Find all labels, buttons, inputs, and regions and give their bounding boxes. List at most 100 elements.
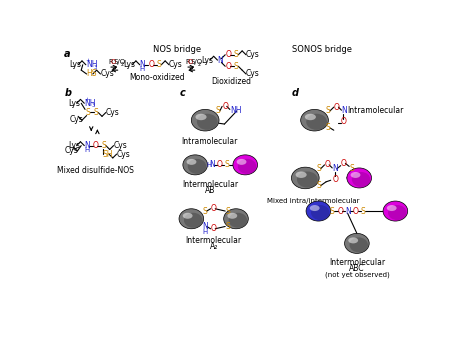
Ellipse shape — [182, 213, 192, 219]
Text: 2: 2 — [198, 62, 201, 67]
Ellipse shape — [306, 114, 327, 130]
Text: S/O: S/O — [114, 59, 126, 66]
Text: S: S — [225, 222, 230, 231]
Text: Cys: Cys — [117, 150, 130, 158]
Text: S: S — [234, 62, 238, 71]
Text: Intermolecular: Intermolecular — [329, 258, 385, 267]
Ellipse shape — [292, 167, 319, 189]
Text: (not yet observed): (not yet observed) — [325, 272, 389, 278]
Text: S: S — [234, 50, 238, 59]
Text: ABC: ABC — [349, 264, 365, 273]
Text: H: H — [84, 147, 90, 153]
Text: S: S — [316, 164, 321, 173]
Text: Lys: Lys — [70, 60, 82, 69]
Text: Mixed intra/intermolecular: Mixed intra/intermolecular — [267, 198, 359, 204]
Text: Lys: Lys — [201, 56, 213, 65]
Text: +: + — [84, 97, 89, 102]
Text: S: S — [157, 60, 162, 69]
Text: Mono-oxidized: Mono-oxidized — [129, 73, 184, 82]
Text: O: O — [225, 50, 231, 59]
Text: O: O — [93, 141, 99, 150]
Text: S: S — [325, 123, 330, 132]
Text: O: O — [210, 224, 217, 233]
Ellipse shape — [347, 168, 372, 188]
Text: HS: HS — [87, 69, 97, 78]
Text: A₂: A₂ — [210, 242, 218, 251]
Text: a: a — [64, 49, 71, 59]
Ellipse shape — [311, 205, 329, 220]
Ellipse shape — [187, 159, 196, 165]
Text: O: O — [337, 207, 344, 216]
Text: O: O — [222, 102, 228, 111]
Text: S: S — [225, 207, 230, 216]
Ellipse shape — [345, 233, 369, 253]
Text: Cys: Cys — [106, 108, 119, 117]
Ellipse shape — [351, 172, 360, 178]
Text: Cys: Cys — [100, 69, 114, 78]
Text: Cys: Cys — [65, 146, 79, 155]
Text: S: S — [316, 181, 321, 190]
Text: AB: AB — [205, 186, 216, 195]
Text: Cys: Cys — [169, 60, 183, 69]
Text: N: N — [140, 60, 146, 69]
Text: S: S — [101, 141, 106, 150]
Ellipse shape — [238, 159, 256, 174]
Ellipse shape — [191, 109, 219, 131]
Text: Cys: Cys — [246, 69, 260, 78]
Text: O: O — [332, 175, 338, 184]
Ellipse shape — [224, 209, 248, 229]
Text: N: N — [332, 164, 338, 173]
Ellipse shape — [388, 205, 407, 220]
Text: AB: AB — [308, 203, 318, 212]
Text: S: S — [329, 207, 334, 216]
Text: Intermolecular: Intermolecular — [182, 180, 238, 189]
Text: N: N — [218, 56, 223, 65]
Text: Lys: Lys — [68, 141, 80, 150]
Text: S: S — [202, 207, 207, 216]
Text: d: d — [292, 88, 299, 98]
Text: +: + — [86, 58, 91, 63]
Text: Cys: Cys — [114, 141, 128, 150]
Text: O: O — [188, 59, 193, 66]
Text: N: N — [209, 160, 215, 169]
Text: c: c — [180, 88, 185, 98]
Text: N: N — [202, 222, 208, 231]
Text: H: H — [202, 229, 207, 235]
Ellipse shape — [297, 171, 318, 188]
Text: O: O — [341, 117, 346, 126]
Text: N: N — [346, 207, 351, 216]
Text: Dioxidized: Dioxidized — [211, 77, 251, 86]
Text: NOS bridge: NOS bridge — [154, 45, 201, 54]
Text: S: S — [216, 107, 221, 116]
Text: 3: 3 — [92, 103, 95, 108]
Ellipse shape — [383, 201, 408, 221]
Text: R: R — [108, 59, 113, 66]
Text: Lys: Lys — [68, 99, 80, 108]
Text: 3: 3 — [93, 65, 97, 70]
Ellipse shape — [228, 213, 247, 228]
Text: O: O — [148, 60, 154, 69]
Text: b: b — [64, 88, 71, 98]
Ellipse shape — [387, 205, 397, 211]
Text: N: N — [341, 107, 347, 116]
Text: O: O — [110, 59, 116, 66]
Text: Mixed disulfide-NOS: Mixed disulfide-NOS — [57, 166, 134, 175]
Text: NH: NH — [86, 60, 97, 69]
Text: Cys: Cys — [246, 50, 260, 59]
Text: R: R — [185, 59, 190, 66]
Ellipse shape — [183, 155, 208, 175]
Ellipse shape — [179, 209, 204, 229]
Text: S/O: S/O — [191, 59, 203, 66]
Text: SH: SH — [103, 150, 113, 158]
Text: NH: NH — [84, 99, 96, 108]
Ellipse shape — [197, 114, 218, 130]
Ellipse shape — [310, 205, 319, 211]
Text: 2: 2 — [120, 62, 124, 67]
Ellipse shape — [237, 159, 246, 165]
Text: S: S — [349, 164, 354, 173]
Text: O: O — [210, 204, 217, 213]
Text: S: S — [225, 160, 229, 169]
Text: H: H — [140, 66, 145, 72]
Ellipse shape — [184, 213, 202, 228]
Text: N: N — [84, 141, 90, 150]
